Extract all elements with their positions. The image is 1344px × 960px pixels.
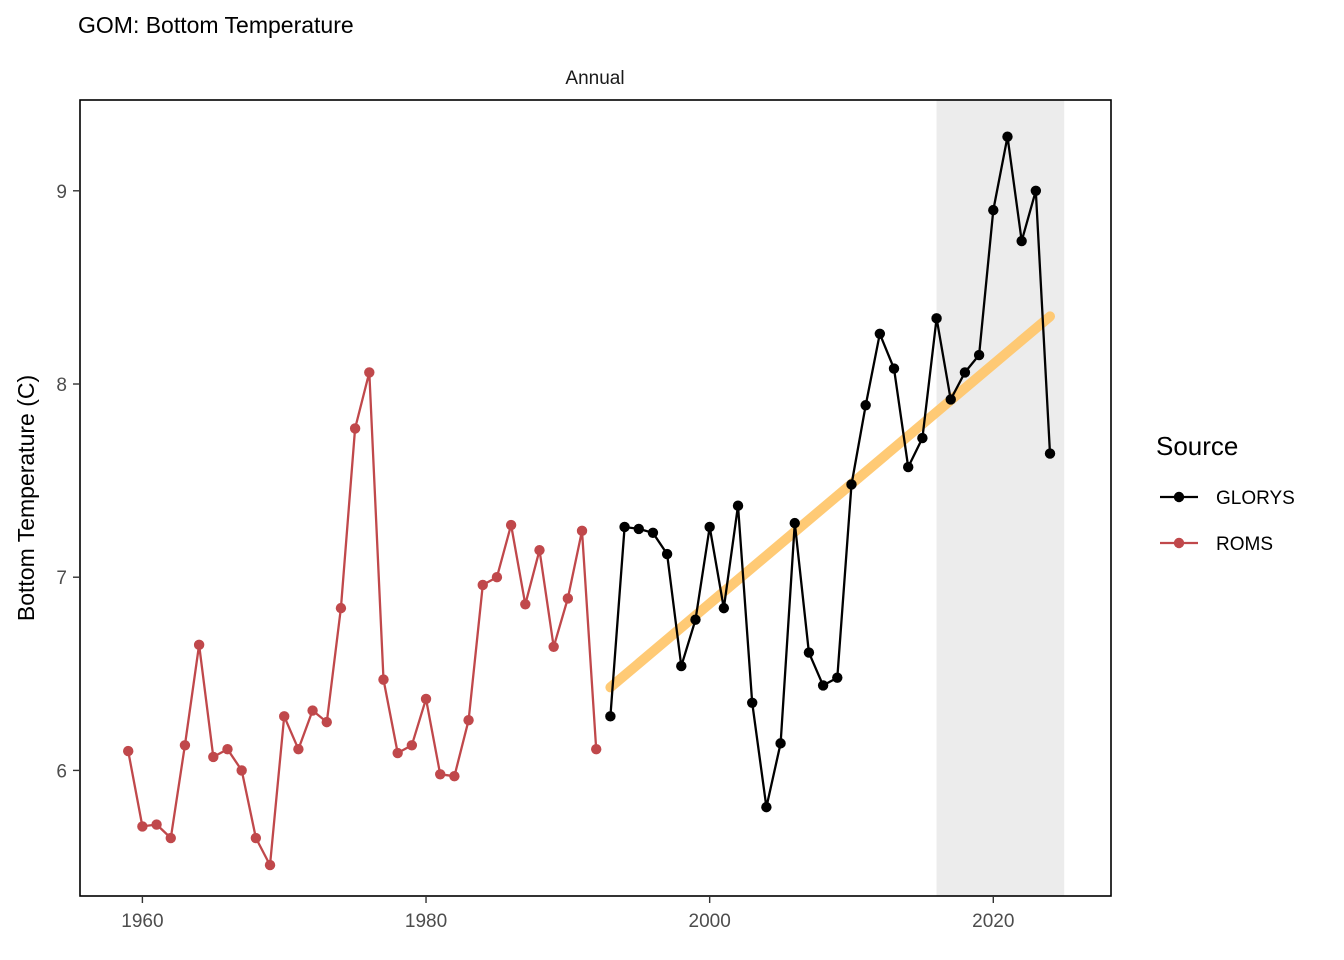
- data-point-roms: [321, 716, 332, 728]
- data-point-glorys: [832, 672, 843, 683]
- data-point-glorys: [917, 432, 928, 444]
- data-point-roms: [307, 705, 318, 716]
- data-point-roms: [293, 743, 304, 755]
- data-point-glorys: [647, 527, 659, 538]
- data-point-roms: [222, 743, 233, 755]
- data-point-glorys: [931, 313, 942, 324]
- data-point-roms: [364, 367, 375, 378]
- data-point-roms: [463, 714, 474, 726]
- plot-area: [123, 100, 1065, 896]
- x-axis: 1960 1980 2000 2020: [121, 896, 1014, 932]
- facet-strip-label: Annual: [565, 68, 624, 89]
- data-point-glorys: [761, 801, 772, 813]
- data-point-glorys: [718, 602, 730, 614]
- x-tick-label: 1960: [121, 911, 163, 932]
- y-axis-title: Bottom Temperature (C): [13, 375, 39, 621]
- data-point-glorys: [775, 738, 786, 749]
- data-point-roms: [179, 740, 191, 751]
- series-line-roms: [127, 371, 598, 867]
- data-point-glorys: [1016, 235, 1027, 247]
- x-tick-label: 1980: [405, 911, 447, 932]
- data-point-glorys: [605, 711, 616, 722]
- data-point-roms: [548, 641, 559, 652]
- trend-line: [605, 311, 1056, 693]
- data-point-glorys: [1044, 448, 1056, 459]
- data-point-roms: [193, 639, 205, 651]
- data-point-glorys: [676, 660, 687, 672]
- chart-title: GOM: Bottom Temperature: [78, 12, 354, 38]
- data-point-glorys: [973, 349, 985, 361]
- data-point-glorys: [1030, 185, 1042, 197]
- data-point-roms: [137, 821, 148, 832]
- panel-border: [79, 99, 1112, 897]
- x-tick-label: 2020: [972, 911, 1014, 932]
- data-point-roms: [335, 602, 347, 614]
- data-point-glorys: [988, 204, 999, 216]
- data-point-roms: [250, 832, 262, 844]
- data-point-glorys: [803, 647, 815, 658]
- data-point-roms: [520, 599, 531, 610]
- data-point-roms: [165, 832, 176, 844]
- data-point-glorys: [747, 697, 758, 708]
- data-point-roms: [123, 745, 134, 757]
- y-tick-label: 7: [56, 568, 67, 589]
- data-point-glorys: [1002, 131, 1013, 142]
- legend-key-point-roms: [1173, 537, 1185, 549]
- data-point-roms: [505, 519, 517, 531]
- data-point-roms: [378, 674, 389, 685]
- data-point-roms: [406, 740, 418, 751]
- data-point-roms: [151, 819, 162, 830]
- legend-label-roms: ROMS: [1216, 534, 1273, 555]
- data-point-roms: [208, 751, 219, 763]
- data-point-glorys: [888, 363, 900, 374]
- highlight-band: [936, 100, 1065, 896]
- data-point-roms: [349, 423, 361, 434]
- data-point-roms: [435, 769, 446, 780]
- legend-key-point-glorys: [1173, 491, 1185, 503]
- data-point-glorys: [633, 523, 644, 535]
- y-tick-label: 6: [56, 761, 67, 782]
- data-point-roms: [392, 747, 403, 759]
- legend-label-glorys: GLORYS: [1216, 488, 1295, 509]
- data-point-roms: [562, 593, 574, 604]
- data-point-roms: [264, 859, 276, 871]
- data-point-glorys: [661, 548, 673, 560]
- data-point-glorys: [619, 521, 630, 533]
- data-point-glorys: [846, 479, 857, 490]
- data-point-roms: [236, 765, 247, 776]
- data-point-glorys: [874, 328, 886, 339]
- data-point-glorys: [959, 367, 971, 378]
- y-tick-label: 8: [56, 375, 67, 396]
- data-point-roms: [279, 711, 290, 722]
- data-point-roms: [591, 743, 602, 755]
- legend-title: Source: [1156, 431, 1238, 461]
- data-point-glorys: [732, 500, 744, 511]
- y-axis: 6 7 8 9: [56, 182, 80, 782]
- data-point-glorys: [945, 394, 956, 405]
- data-point-roms: [576, 525, 588, 537]
- data-point-roms: [449, 771, 460, 782]
- legend: Source GLORYS ROMS: [1156, 431, 1295, 555]
- data-point-glorys: [903, 461, 914, 473]
- data-point-roms: [477, 579, 488, 591]
- data-point-glorys: [860, 400, 871, 411]
- data-point-roms: [534, 544, 545, 556]
- data-point-glorys: [817, 680, 829, 691]
- data-point-glorys: [704, 521, 715, 533]
- y-tick-label: 9: [56, 182, 67, 203]
- data-point-roms: [491, 572, 503, 583]
- data-point-roms: [420, 693, 432, 705]
- data-point-glorys: [690, 614, 701, 625]
- data-point-glorys: [789, 517, 800, 529]
- x-tick-label: 2000: [689, 911, 731, 932]
